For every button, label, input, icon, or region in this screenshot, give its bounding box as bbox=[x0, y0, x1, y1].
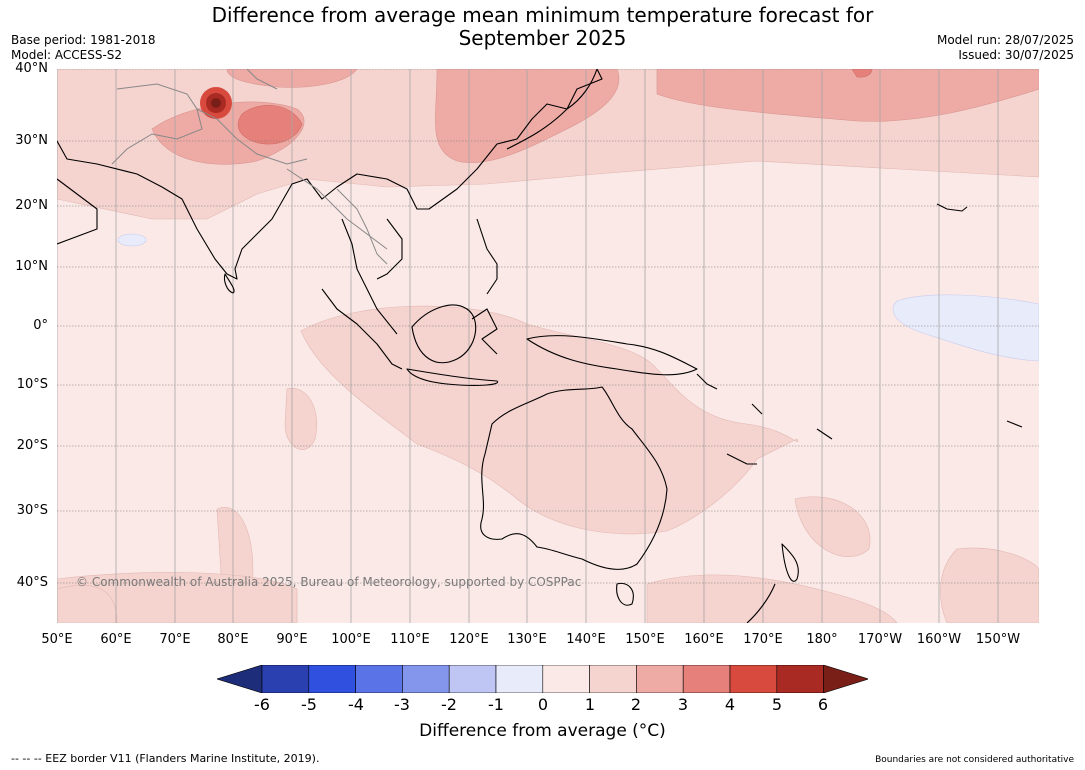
base-period: Base period: 1981-2018 bbox=[11, 33, 156, 47]
lat-label: 20°N bbox=[15, 198, 48, 213]
map-title: Difference from average mean minimum tem… bbox=[0, 4, 1085, 50]
lon-label: 110°E bbox=[390, 632, 430, 647]
lon-label: 140°E bbox=[566, 632, 606, 647]
anomaly-minus-1-0-regions bbox=[117, 233, 1039, 362]
model-name: Model: ACCESS-S2 bbox=[11, 48, 123, 62]
colorbar-tick: -2 bbox=[441, 695, 457, 714]
title-line-2: September 2025 bbox=[458, 26, 627, 50]
colorbar-segment bbox=[355, 665, 403, 693]
model-run: Model run: 28/07/2025 bbox=[936, 33, 1074, 47]
colorbar-label: Difference from average (°C) bbox=[419, 721, 666, 741]
colorbar-tick: 3 bbox=[677, 695, 689, 714]
country-borders bbox=[111, 69, 388, 265]
colorbar-extend-low bbox=[217, 665, 263, 693]
colorbar-segment bbox=[589, 665, 637, 693]
colorbar-tick: 4 bbox=[724, 695, 736, 714]
lat-label: 0° bbox=[33, 318, 48, 333]
lon-label: 60°E bbox=[100, 632, 132, 647]
anomaly-3-4-regions bbox=[237, 69, 873, 145]
lon-label: 130°E bbox=[507, 632, 547, 647]
colorbar-segment bbox=[261, 665, 310, 693]
colorbar-tick: -1 bbox=[488, 695, 504, 714]
lon-label: 160°W bbox=[916, 632, 962, 647]
lat-label: 10°S bbox=[16, 377, 48, 392]
lat-label: 30°N bbox=[15, 133, 48, 148]
forecast-map bbox=[57, 69, 1039, 623]
colorbar-tick: 0 bbox=[537, 695, 549, 714]
colorbar-segment bbox=[495, 665, 544, 693]
lon-label: 50°E bbox=[41, 632, 73, 647]
colorbar bbox=[217, 665, 868, 693]
colorbar-segment bbox=[776, 665, 824, 693]
right-metadata: Model run: 28/07/2025 Issued: 30/07/2025 bbox=[937, 33, 1074, 63]
colorbar-segment bbox=[729, 665, 778, 693]
colorbar-tick: 5 bbox=[771, 695, 783, 714]
boundary-disclaimer: Boundaries are not considered authoritat… bbox=[875, 755, 1074, 765]
lon-label: 150°E bbox=[625, 632, 665, 647]
lon-label: 150°W bbox=[975, 632, 1021, 647]
colorbar-tick: -3 bbox=[394, 695, 410, 714]
issued-date: Issued: 30/07/2025 bbox=[958, 48, 1074, 62]
lon-label: 100°E bbox=[331, 632, 371, 647]
colorbar-segment bbox=[636, 665, 684, 693]
hotspot bbox=[200, 87, 232, 119]
lon-label: 180° bbox=[806, 632, 838, 647]
map-canvas bbox=[57, 69, 1039, 623]
lat-label: 20°S bbox=[16, 438, 48, 453]
colorbar-segment bbox=[682, 665, 731, 693]
lat-label: 40°S bbox=[16, 575, 48, 590]
copyright-notice: © Commonwealth of Australia 2025, Bureau… bbox=[76, 575, 582, 589]
colorbar-tick: 6 bbox=[817, 695, 829, 714]
colorbar-segment bbox=[448, 665, 497, 693]
eez-legend: -- -- -- EEZ border V11 (Flanders Marine… bbox=[11, 752, 320, 765]
colorbar-tick: 2 bbox=[630, 695, 642, 714]
lon-label: 120°E bbox=[449, 632, 489, 647]
colorbar-tick: -4 bbox=[348, 695, 364, 714]
lon-label: 90°E bbox=[276, 632, 308, 647]
coastlines bbox=[57, 69, 1023, 623]
lon-label: 170°E bbox=[743, 632, 783, 647]
lon-label: 160°E bbox=[684, 632, 724, 647]
meridians bbox=[57, 69, 999, 623]
colorbar-segment bbox=[542, 665, 590, 693]
title-line-1: Difference from average mean minimum tem… bbox=[211, 3, 874, 27]
left-metadata: Base period: 1981-2018 Model: ACCESS-S2 bbox=[11, 33, 156, 63]
colorbar-tick: -6 bbox=[254, 695, 270, 714]
lat-label: 10°N bbox=[15, 259, 48, 274]
colorbar-segment bbox=[308, 665, 356, 693]
lon-label: 80°E bbox=[217, 632, 249, 647]
lat-label: 40°N bbox=[15, 61, 48, 76]
colorbar-extend-high bbox=[823, 665, 868, 693]
colorbar-tick: -5 bbox=[301, 695, 317, 714]
colorbar-segment bbox=[402, 665, 450, 693]
lat-label: 30°S bbox=[16, 503, 48, 518]
lon-label: 70°E bbox=[159, 632, 191, 647]
colorbar-tick: 1 bbox=[584, 695, 596, 714]
lon-label: 170°W bbox=[857, 632, 903, 647]
